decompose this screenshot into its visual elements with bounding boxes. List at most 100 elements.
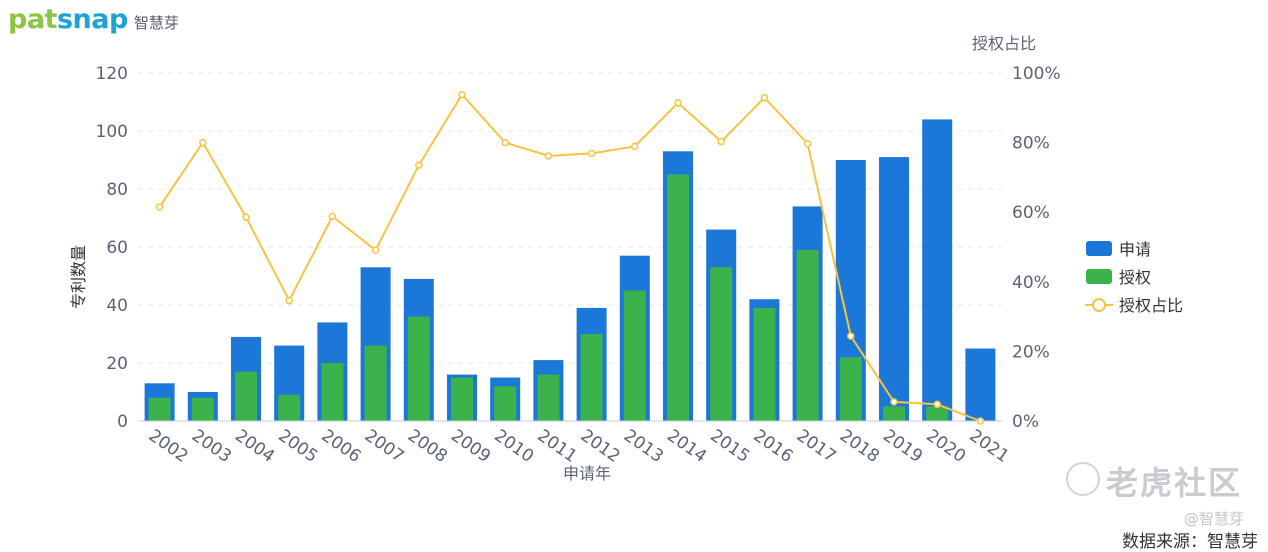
x-axis-label: 申请年	[563, 464, 611, 483]
legend-swatch-grant	[1086, 269, 1112, 284]
series-grant-bars	[148, 174, 949, 421]
y-tick-label: 0	[117, 412, 128, 432]
x-tick-label: 2008	[404, 426, 451, 467]
ratio-point	[371, 246, 380, 254]
y2-axis-label: 授权占比	[972, 34, 1036, 53]
series-apply-bars	[144, 119, 996, 422]
bar-grant	[537, 374, 560, 421]
logo-text-snap: snap	[56, 4, 128, 35]
patsnap-logo: pat snap 智慧芽	[8, 4, 179, 35]
bar-grant	[883, 406, 905, 421]
ratio-point	[717, 137, 725, 146]
legend: 申请 授权 授权占比	[1085, 240, 1183, 315]
y2-tick-label: 0%	[1012, 412, 1039, 432]
bar-grant	[191, 397, 214, 421]
ratio-point	[674, 99, 682, 107]
legend-label-apply: 申请	[1119, 240, 1151, 259]
ratio-polyline	[158, 93, 981, 422]
ratio-point	[501, 138, 509, 147]
legend-swatch-apply	[1086, 241, 1112, 256]
watermark-logo-icon	[1066, 462, 1100, 496]
x-tick-label: 2010	[490, 426, 537, 467]
bar-grant	[321, 363, 344, 421]
bar-grant	[926, 406, 949, 421]
ratio-point	[587, 149, 596, 158]
bar-grant	[580, 334, 603, 421]
x-tick-label: 2003	[188, 426, 235, 467]
x-tick-label: 2002	[145, 426, 192, 467]
ratio-point	[760, 93, 769, 102]
y-tick-label: 120	[96, 64, 128, 84]
x-tick-label: 2011	[534, 426, 581, 467]
y2-tick-label: 80%	[1012, 134, 1050, 154]
bar-grant	[796, 249, 819, 421]
bar-grant	[839, 357, 862, 421]
y-axis-left-ticks: 0 20 40 60 80 100 120	[96, 64, 128, 432]
legend-label-ratio: 授权占比	[1119, 296, 1183, 315]
bar-apply	[965, 348, 996, 421]
y2-tick-label: 20%	[1012, 342, 1050, 362]
x-tick-label: 2016	[750, 426, 797, 467]
ratio-point	[328, 212, 337, 221]
y2-tick-label: 40%	[1012, 273, 1050, 293]
logo-text-pat: pat	[8, 4, 57, 35]
watermark-user: @智慧芽	[1183, 510, 1244, 528]
y-tick-label: 100	[96, 122, 128, 142]
bar-grant	[667, 174, 689, 421]
ratio-point	[285, 296, 293, 305]
ratio-point	[544, 152, 553, 160]
ratio-point	[415, 161, 423, 169]
y-tick-label: 60	[106, 238, 128, 258]
bar-grant	[235, 371, 257, 421]
bar-grant	[494, 386, 517, 421]
ratio-point	[199, 138, 207, 147]
y-axis-right-ticks: 0% 20% 40% 60% 80% 100%	[1012, 64, 1061, 432]
ratio-point	[847, 332, 855, 340]
logo-text-cn: 智慧芽	[133, 14, 179, 32]
x-tick-label: 2005	[274, 426, 321, 467]
ratio-point	[890, 398, 898, 406]
x-tick-label: 2018	[836, 426, 883, 467]
x-tick-label: 2006	[318, 426, 365, 467]
ratio-point	[933, 400, 941, 409]
x-tick-label: 2017	[793, 426, 840, 467]
x-tick-label: 2004	[231, 426, 278, 467]
ratio-point	[803, 139, 812, 148]
x-tick-label: 2007	[361, 426, 408, 467]
x-tick-label: 2019	[879, 426, 926, 467]
x-tick-label: 2020	[922, 426, 969, 467]
watermark-text: 老虎社区	[1105, 464, 1242, 502]
gridlines	[138, 72, 1002, 364]
y-axis-label: 专利数量	[69, 245, 88, 309]
bar-grant	[364, 345, 387, 421]
x-tick-label: 2014	[663, 426, 710, 467]
y-tick-label: 80	[106, 180, 128, 200]
bar-apply	[922, 119, 953, 422]
series-ratio-line	[155, 90, 985, 425]
x-tick-label: 2015	[706, 426, 753, 467]
y2-tick-label: 60%	[1012, 203, 1050, 223]
x-tick-label: 2013	[620, 426, 667, 467]
bar-grant	[623, 290, 646, 421]
bar-grant	[278, 394, 301, 421]
legend-swatch-ratio-dot	[1092, 298, 1106, 312]
y2-tick-label: 100%	[1012, 64, 1061, 84]
bar-grant	[407, 316, 430, 421]
ratio-point	[242, 213, 250, 221]
bar-grant	[710, 267, 733, 421]
data-source-note: 数据来源：智慧芽	[1122, 532, 1258, 552]
y-tick-label: 40	[106, 296, 128, 316]
bar-grant	[451, 377, 473, 421]
x-tick-label: 2012	[577, 426, 624, 467]
ratio-point	[458, 90, 466, 99]
x-tick-label: 2021	[966, 426, 1013, 467]
bar-grant	[753, 307, 776, 421]
ratio-point	[631, 142, 639, 151]
legend-label-grant: 授权	[1119, 268, 1151, 287]
x-axis-ticks: 2002200320042005200620072008200920102011…	[145, 426, 1013, 467]
bar-grant	[148, 397, 171, 421]
bar-apply	[879, 157, 909, 421]
y-tick-label: 20	[106, 354, 128, 374]
ratio-point	[155, 203, 164, 211]
